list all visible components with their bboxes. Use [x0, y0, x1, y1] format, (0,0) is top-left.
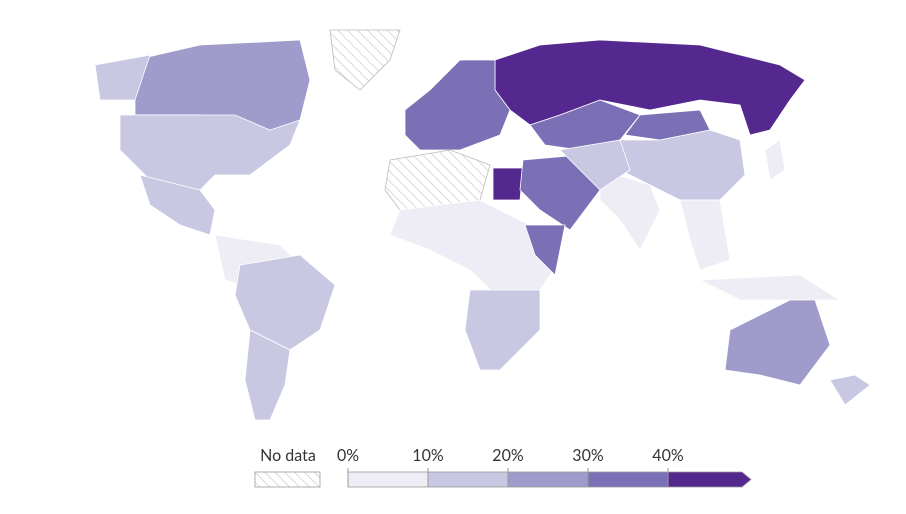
legend-bin	[667, 471, 752, 488]
region	[464, 289, 541, 371]
map-regions	[94, 29, 871, 421]
region	[524, 224, 566, 276]
legend-tick-label: 10%	[412, 446, 444, 465]
region	[329, 29, 401, 91]
region	[244, 329, 291, 421]
region	[698, 274, 842, 301]
legend-tick-label: 20%	[492, 446, 524, 465]
region	[724, 299, 831, 386]
region	[139, 174, 216, 236]
legend-bin	[347, 471, 429, 488]
region	[599, 169, 661, 251]
region	[494, 39, 806, 136]
region	[619, 129, 746, 201]
region	[234, 254, 336, 351]
region	[559, 139, 631, 191]
region	[492, 167, 524, 201]
region	[529, 99, 641, 151]
no-data-swatch	[254, 471, 321, 488]
region	[94, 54, 151, 101]
legend-tick-label: 30%	[572, 446, 604, 465]
region	[679, 199, 731, 271]
region	[829, 374, 871, 406]
legend-bin	[587, 471, 669, 488]
region	[764, 139, 786, 181]
legend-bin	[427, 471, 509, 488]
region	[404, 59, 511, 151]
legend-bin	[507, 471, 589, 488]
legend-tick-label: 0%	[337, 446, 359, 465]
legend: No data 0% 10% 20% 30% 40%	[254, 446, 752, 488]
region	[119, 114, 301, 191]
no-data-label: No data	[260, 446, 316, 465]
legend-tick-label: 40%	[652, 446, 684, 465]
